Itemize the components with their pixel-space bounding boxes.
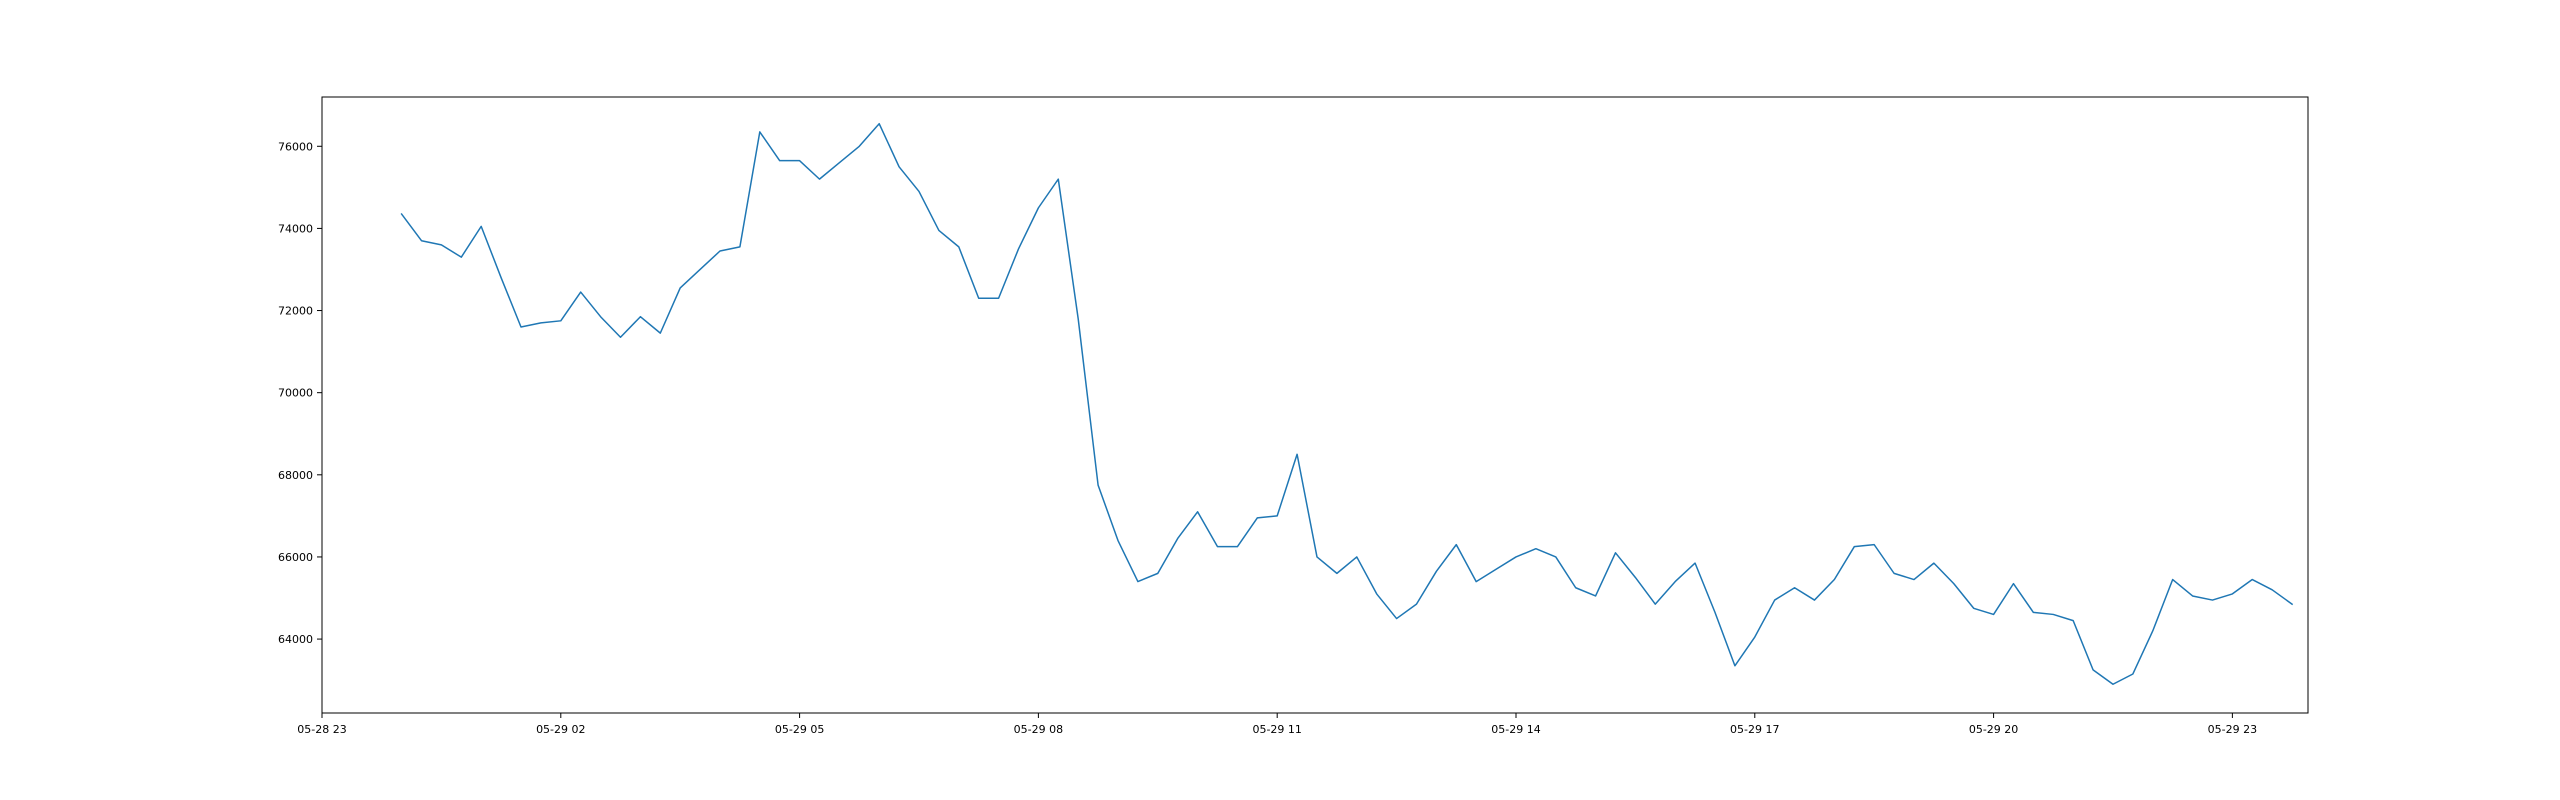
x-tick-label: 05-29 11 [1252, 723, 1301, 736]
x-tick: 05-29 02 [536, 713, 586, 736]
x-tick-label: 05-29 08 [1014, 723, 1063, 736]
x-tick-label: 05-29 05 [775, 723, 824, 736]
x-tick: 05-29 20 [1969, 713, 2018, 736]
y-tick-label: 72000 [278, 305, 313, 318]
y-tick: 68000 [278, 469, 322, 482]
x-tick: 05-29 14 [1491, 713, 1541, 736]
plot-frame [321, 96, 2309, 714]
x-tick-label: 05-29 02 [536, 723, 585, 736]
x-tick-label: 05-29 23 [2208, 723, 2257, 736]
y-tick: 76000 [278, 140, 322, 153]
y-tick: 64000 [278, 633, 322, 646]
x-tick: 05-28 23 [297, 713, 347, 736]
y-tick-label: 76000 [278, 140, 313, 153]
y-tick: 72000 [278, 305, 322, 318]
y-tick-label: 74000 [278, 222, 313, 235]
x-tick: 05-29 05 [775, 713, 824, 736]
x-tick-label: 05-29 14 [1491, 723, 1540, 736]
y-tick: 66000 [278, 551, 322, 564]
y-tick-label: 64000 [278, 633, 313, 646]
y-axis: 64000 66000 68000 70000 72000 74000 76000 [278, 140, 322, 646]
series-line [400, 122, 2294, 685]
x-tick: 05-29 08 [1014, 713, 1063, 736]
y-tick: 74000 [278, 222, 322, 235]
x-tick-label: 05-28 23 [297, 723, 346, 736]
y-tick: 70000 [278, 387, 322, 400]
x-tick-label: 05-29 17 [1730, 723, 1779, 736]
y-tick-label: 66000 [278, 551, 313, 564]
x-axis: 05-28 23 05-29 02 05-29 05 05-29 08 05-29 11… [297, 713, 2257, 736]
y-tick-label: 70000 [278, 387, 313, 400]
x-tick: 05-29 23 [2208, 713, 2257, 736]
x-tick: 05-29 11 [1252, 713, 1302, 736]
x-tick-label: 05-29 20 [1969, 723, 2018, 736]
y-tick-label: 68000 [278, 469, 313, 482]
x-tick: 05-29 17 [1730, 713, 1780, 736]
